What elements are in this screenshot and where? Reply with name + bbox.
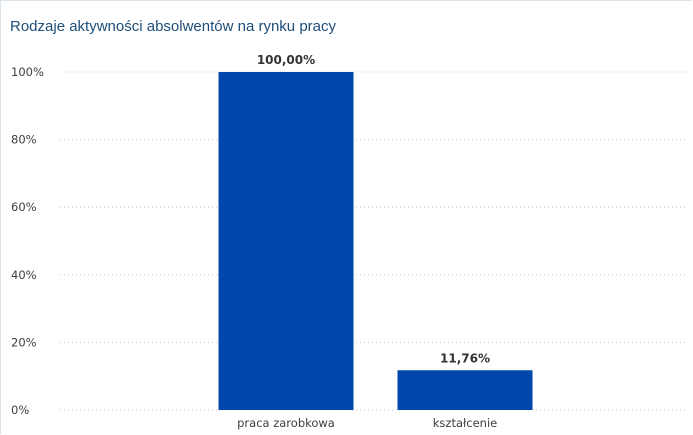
y-tick-label-4: 80% [11, 133, 37, 147]
bar-1 [397, 370, 533, 410]
y-tick-label-5: 100% [11, 65, 44, 79]
x-category-label-1: kształcenie [433, 416, 497, 430]
chart-title: Rodzaje aktywności absolwentów na rynku … [10, 18, 336, 35]
y-tick-label-3: 60% [11, 200, 37, 214]
bar-0 [218, 72, 354, 410]
data-label-1: 11,76% [440, 351, 490, 365]
y-tick-label-1: 20% [11, 335, 37, 349]
y-tick-label-0: 0% [11, 403, 29, 417]
y-tick-label-2: 40% [11, 268, 37, 282]
data-label-0: 100,00% [257, 53, 315, 67]
x-category-label-0: praca zarobkowa [237, 416, 335, 430]
